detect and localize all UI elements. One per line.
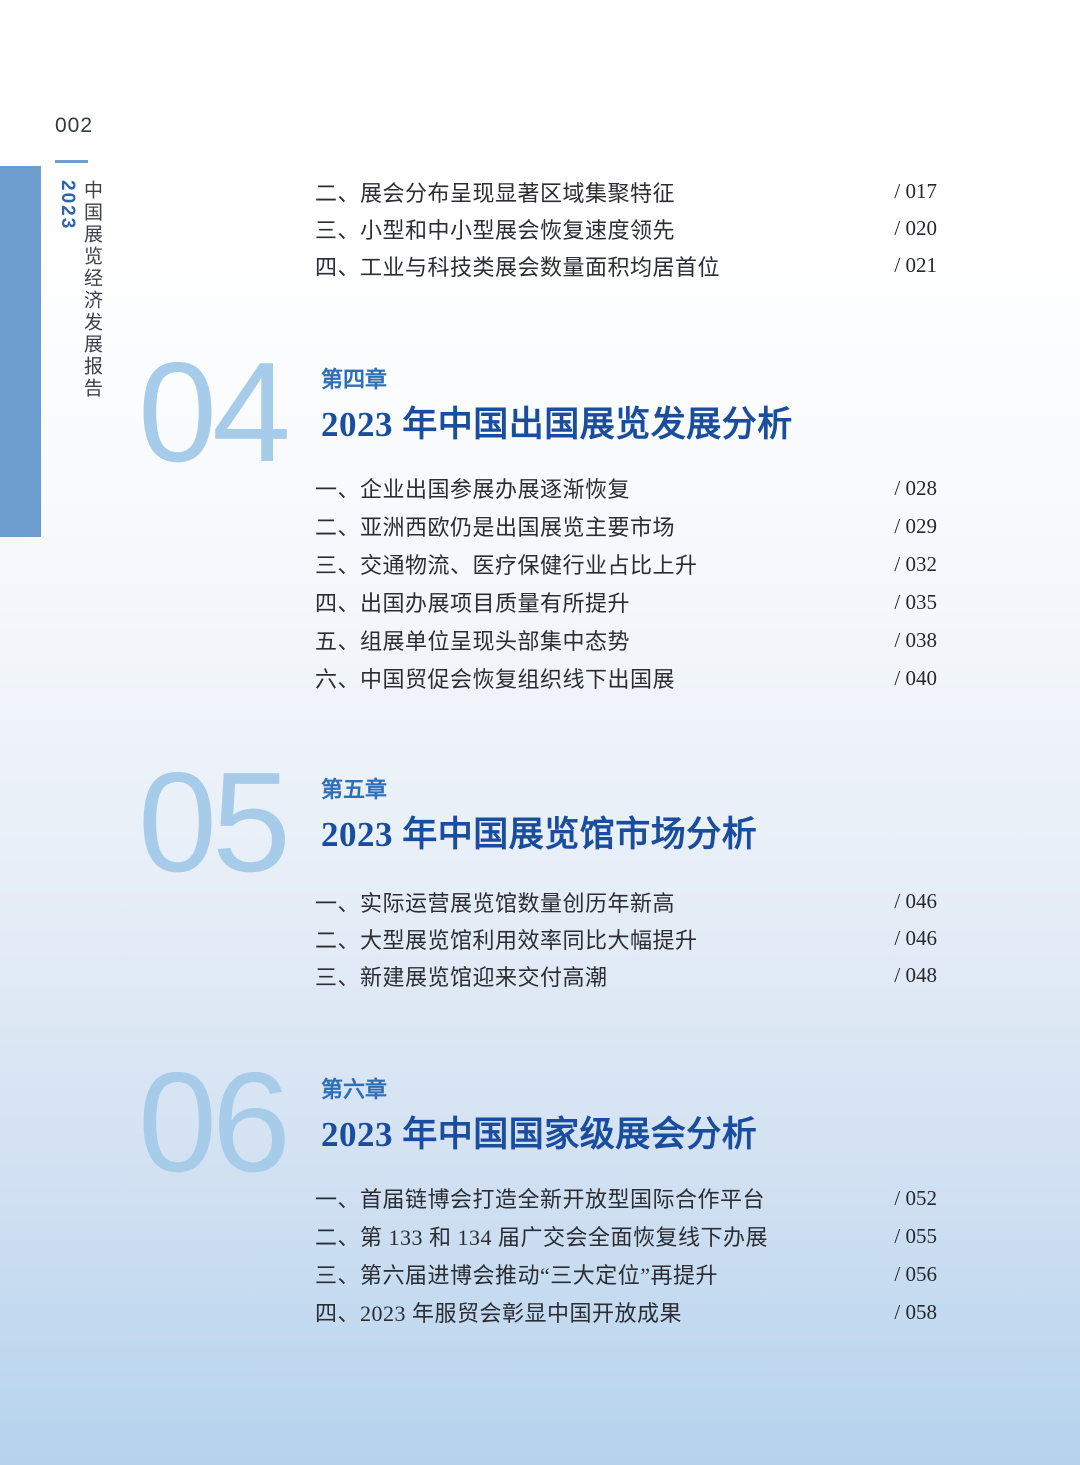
toc-entry-page: / 028 <box>894 475 937 500</box>
toc-entry-label: 二、第 133 和 134 届广交会全面恢复线下办展 <box>315 1225 769 1250</box>
chapter-numeral-05: 05 <box>138 743 291 902</box>
chapter-title: 2023 年中国出国展览发展分析 <box>321 404 793 444</box>
toc-entry-page: / 035 <box>894 589 937 614</box>
chapter-label: 第五章 <box>321 777 388 802</box>
toc-entry: 二、大型展览馆利用效率同比大幅提升 / 046 <box>315 920 937 957</box>
toc-entry-label: 六、中国贸促会恢复组织线下出国展 <box>315 667 676 692</box>
toc-entry-page: / 021 <box>894 253 937 277</box>
toc-entry-label: 三、第六届进博会推动“三大定位”再提升 <box>315 1263 719 1288</box>
page-number-rule <box>55 160 88 163</box>
chapter-numeral-04: 04 <box>138 333 291 492</box>
toc-entry: 三、小型和中小型展会恢复速度领先 / 020 <box>315 210 937 247</box>
book-title-year: 2023 <box>57 180 78 231</box>
toc-entry-label: 五、组展单位呈现头部集中态势 <box>315 629 631 654</box>
toc-entry: 一、实际运营展览馆数量创历年新高 / 046 <box>315 883 937 920</box>
toc-entry: 二、第 133 和 134 届广交会全面恢复线下办展 / 055 <box>315 1217 937 1255</box>
chapter-heading-06: 第六章 2023 年中国国家级展会分析 <box>321 1076 757 1156</box>
toc-entry-label: 四、工业与科技类展会数量面积均居首位 <box>315 254 721 280</box>
chapter-heading-04: 第四章 2023 年中国出国展览发展分析 <box>321 366 793 446</box>
toc-entry-page: / 020 <box>894 216 937 240</box>
toc-entry-label: 一、企业出国参展办展逐渐恢复 <box>315 477 631 502</box>
toc-entry-label: 二、大型展览馆利用效率同比大幅提升 <box>315 927 698 953</box>
toc-entry-page: / 046 <box>894 889 937 913</box>
toc-entry: 四、2023 年服贸会彰显中国开放成果 / 058 <box>315 1293 937 1331</box>
toc-entry-label: 四、2023 年服贸会彰显中国开放成果 <box>315 1301 683 1326</box>
toc-entry-page: / 056 <box>894 1261 937 1286</box>
chapter-heading-05: 第五章 2023 年中国展览馆市场分析 <box>321 776 757 856</box>
toc-entry-page: / 017 <box>894 179 937 203</box>
chapter-label: 第四章 <box>321 367 388 392</box>
toc-entry-label: 三、交通物流、医疗保健行业占比上升 <box>315 553 698 578</box>
toc-entry: 二、亚洲西欧仍是出国展览主要市场 / 029 <box>315 507 937 545</box>
toc-entry: 六、中国贸促会恢复组织线下出国展 / 040 <box>315 659 937 697</box>
chapter-title: 2023 年中国国家级展会分析 <box>321 1114 758 1154</box>
toc-entry: 一、企业出国参展办展逐渐恢复 / 028 <box>315 469 937 507</box>
toc-entry: 四、工业与科技类展会数量面积均居首位 / 021 <box>315 247 937 284</box>
toc-entry-label: 一、首届链博会打造全新开放型国际合作平台 <box>315 1187 766 1212</box>
toc-entry-label: 一、实际运营展览馆数量创历年新高 <box>315 890 676 916</box>
toc-entry-page: / 048 <box>894 963 937 987</box>
toc-entry-page: / 046 <box>894 926 937 950</box>
toc-entry-label: 三、新建展览馆迎来交付高潮 <box>315 964 608 990</box>
toc-entry-page: / 058 <box>894 1299 937 1324</box>
toc-entry-page: / 029 <box>894 513 937 538</box>
toc-entry: 四、出国办展项目质量有所提升 / 035 <box>315 583 937 621</box>
toc-entry: 三、新建展览馆迎来交付高潮 / 048 <box>315 957 937 994</box>
toc-entry-page: / 040 <box>894 665 937 690</box>
toc-leading-entries: 二、展会分布呈现显著区域集聚特征 / 017 三、小型和中小型展会恢复速度领先 … <box>315 173 937 284</box>
chapter-04-entries: 一、企业出国参展办展逐渐恢复 / 028 二、亚洲西欧仍是出国展览主要市场 / … <box>315 469 937 697</box>
toc-entry-page: / 055 <box>894 1223 937 1248</box>
page-number: 002 <box>55 114 94 137</box>
chapter-06-entries: 一、首届链博会打造全新开放型国际合作平台 / 052 二、第 133 和 134… <box>315 1179 937 1331</box>
left-accent-bar <box>0 166 41 537</box>
toc-entry-label: 四、出国办展项目质量有所提升 <box>315 591 631 616</box>
toc-entry-label: 二、展会分布呈现显著区域集聚特征 <box>315 180 676 206</box>
chapter-numeral-06: 06 <box>138 1043 291 1202</box>
chapter-label: 第六章 <box>321 1077 388 1102</box>
toc-entry-page: / 032 <box>894 551 937 576</box>
book-title-vertical: 中国展览经济发展报告2023 <box>56 180 105 425</box>
toc-entry: 二、展会分布呈现显著区域集聚特征 / 017 <box>315 173 937 210</box>
chapter-title: 2023 年中国展览馆市场分析 <box>321 814 758 854</box>
toc-entry-label: 二、亚洲西欧仍是出国展览主要市场 <box>315 515 676 540</box>
toc-entry: 三、第六届进博会推动“三大定位”再提升 / 056 <box>315 1255 937 1293</box>
toc-entry-page: / 038 <box>894 627 937 652</box>
toc-entry: 一、首届链博会打造全新开放型国际合作平台 / 052 <box>315 1179 937 1217</box>
toc-entry: 三、交通物流、医疗保健行业占比上升 / 032 <box>315 545 937 583</box>
toc-entry-label: 三、小型和中小型展会恢复速度领先 <box>315 217 676 243</box>
book-title-text: 中国展览经济发展报告 <box>81 180 102 400</box>
chapter-05-entries: 一、实际运营展览馆数量创历年新高 / 046 二、大型展览馆利用效率同比大幅提升… <box>315 883 937 994</box>
toc-entry-page: / 052 <box>894 1185 937 1210</box>
toc-entry: 五、组展单位呈现头部集中态势 / 038 <box>315 621 937 659</box>
